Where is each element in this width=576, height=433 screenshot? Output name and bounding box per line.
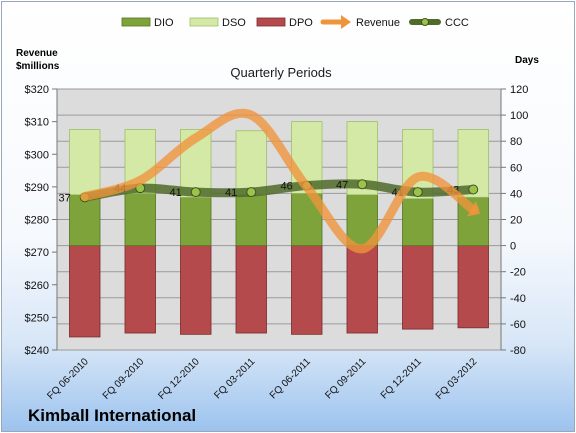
legend-label-ccc: CCC [445, 17, 469, 29]
category-label: FQ 06-2010 [45, 356, 91, 402]
left-tick-label: $310 [25, 117, 49, 129]
dio-bar [180, 196, 212, 247]
dio-bar [69, 194, 101, 247]
category-label: FQ 03-2011 [212, 356, 257, 401]
ccc-data-label: 37 [59, 192, 71, 204]
category-label: FQ 12-2011 [379, 356, 424, 401]
dio-bar [235, 194, 267, 247]
left-axis-label-line: Revenue [16, 48, 58, 59]
legend-swatch-revenue-arrow [341, 15, 351, 29]
revenue-series [80, 108, 481, 254]
legend: DIO DSO DPO Revenue CCC [121, 15, 469, 29]
right-tick-label: 0 [510, 241, 516, 253]
left-axis-label: Revenue $millions [16, 48, 60, 72]
legend-swatch-dpo [256, 17, 286, 27]
dpo-bar [402, 245, 434, 330]
ccc-marker [357, 179, 368, 190]
legend-label-dio: DIO [154, 17, 174, 29]
right-axis-ticks: -80 -60 -40 -20 0 20 40 60 80 100 120 [500, 84, 528, 357]
ccc-marker [468, 184, 479, 195]
company-name: Kimball International [28, 406, 197, 425]
category-label: FQ 03-2012 [434, 356, 480, 402]
revenue-arrowhead [466, 200, 481, 217]
dpo-bar [457, 245, 489, 329]
dpo-bar [124, 245, 156, 334]
legend-swatch-ccc-marker [421, 18, 429, 26]
revenue-line [80, 108, 478, 254]
dso-bar [69, 129, 101, 196]
legend-swatch-dso [189, 17, 219, 27]
chart-title: Quarterly Periods [230, 65, 332, 80]
left-axis-ticks: $240 $250 $260 $270 $280 $290 $300 $310 $320 [25, 84, 58, 357]
legend-swatch-dio [121, 17, 151, 27]
category-labels: FQ 06-2010 FQ 09-2010 FQ 12-2010 FQ 03-2011… [45, 356, 479, 402]
left-tick-label: $250 [25, 312, 49, 324]
right-tick-label: 20 [510, 215, 522, 227]
dpo-bar [235, 245, 267, 334]
ccc-marker [412, 187, 423, 198]
right-tick-label: 120 [510, 84, 528, 96]
left-tick-label: $280 [25, 215, 49, 227]
right-axis-label: Days [515, 55, 539, 66]
category-label: FQ 12-2010 [156, 356, 202, 402]
dio-bar [402, 198, 434, 246]
right-tick-label: 40 [510, 188, 522, 200]
right-tick-label: -80 [510, 345, 526, 357]
right-tick-label: 60 [510, 162, 522, 174]
left-tick-label: $240 [25, 345, 49, 357]
ccc-data-label: 41 [225, 187, 237, 199]
ccc-data-label: 47 [336, 179, 348, 191]
legend-label-dpo: DPO [289, 17, 313, 29]
ccc-marker [246, 187, 257, 198]
legend-label-dso: DSO [222, 17, 246, 29]
ccc-data-label: 46 [281, 181, 293, 193]
dpo-bar [180, 245, 212, 335]
right-tick-label: 80 [510, 136, 522, 148]
left-tick-label: $290 [25, 182, 49, 194]
ccc-marker [190, 187, 201, 198]
left-tick-label: $270 [25, 247, 49, 259]
left-axis-label-line: $millions [16, 61, 60, 72]
ccc-data-label: 41 [170, 187, 182, 199]
right-tick-label: -40 [510, 293, 526, 305]
left-tick-label: $260 [25, 280, 49, 292]
right-tick-label: 100 [510, 110, 528, 122]
left-tick-label: $320 [25, 84, 49, 96]
dpo-bar [291, 245, 323, 335]
dso-bar [235, 130, 267, 196]
dpo-bar [346, 245, 378, 334]
category-label: FQ 09-2010 [101, 356, 147, 402]
right-tick-label: -60 [510, 319, 526, 331]
legend-label-revenue: Revenue [356, 17, 400, 29]
left-tick-label: $300 [25, 149, 49, 161]
right-tick-label: -20 [510, 267, 526, 279]
category-label: FQ 06-2011 [268, 356, 313, 401]
dio-bar [124, 192, 156, 246]
category-label: FQ 09-2011 [323, 356, 368, 401]
dpo-bar [69, 245, 101, 338]
